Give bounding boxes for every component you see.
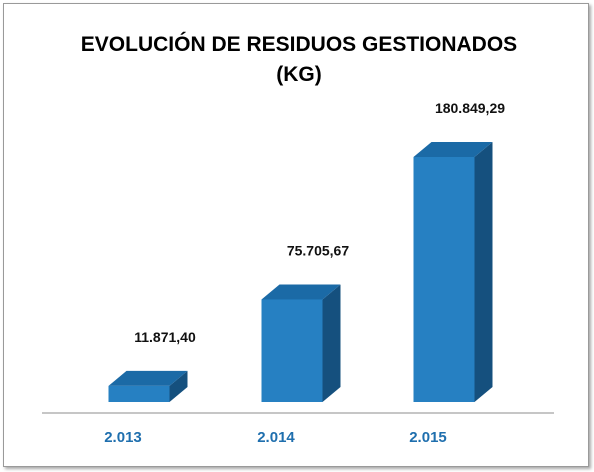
chart-title: EVOLUCIÓN DE RESIDUOS GESTIONADOS [81,32,517,56]
bar-top-face [261,284,341,300]
bar-side-face [169,370,188,402]
bar-front-face [413,157,475,402]
data-label-2.013: 11.871,40 [134,329,196,345]
bar-chart: EVOLUCIÓN DE RESIDUOS GESTIONADOS (KG) 1… [42,32,554,447]
chart-subtitle: (KG) [276,63,322,86]
bars-group [108,142,493,402]
x-tick-label-2.013: 2.013 [104,429,142,446]
value-labels-group: 11.871,40 75.705,67 180.849,29 [134,100,505,345]
category-labels-group: 2.013 2.014 2.015 [104,429,447,447]
x-tick-label-2.015: 2.015 [409,429,447,446]
bar-front-face [261,299,323,402]
bar-front-face [108,385,170,402]
bar-side-face [474,142,493,402]
bar-top-face [108,370,188,386]
data-label-2.014: 75.705,67 [287,242,349,258]
bar-top-face [413,142,493,157]
data-label-2.015: 180.849,29 [435,100,505,116]
bar-2.013 [108,370,188,402]
x-tick-label-2.014: 2.014 [257,429,295,446]
bar-side-face [322,284,341,402]
bar-2.015 [413,142,493,402]
bar-2.014 [261,284,341,402]
chart-frame: EVOLUCIÓN DE RESIDUOS GESTIONADOS (KG) 1… [3,3,589,467]
